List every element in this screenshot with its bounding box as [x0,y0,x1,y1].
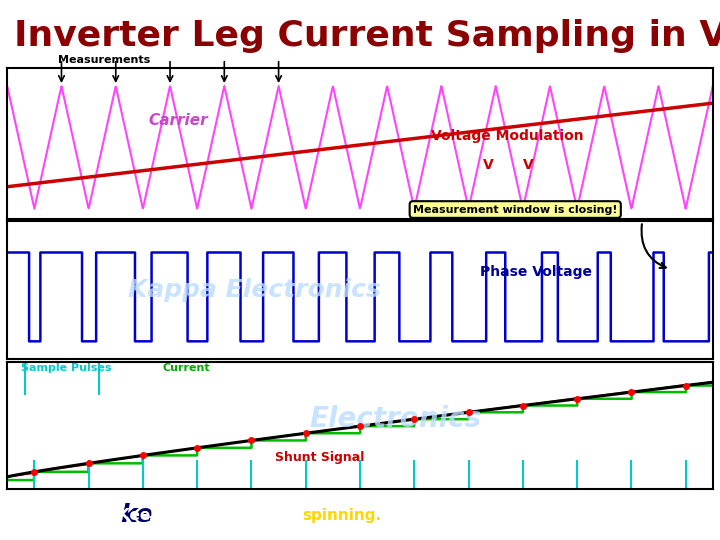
Text: Inverter Leg Current Sampling in V0 Only: Inverter Leg Current Sampling in V0 Only [14,19,720,53]
Text: Keeping your motors: Keeping your motors [117,508,302,523]
Text: Shunt Signal: Shunt Signal [275,451,365,464]
Text: Sample Pulses: Sample Pulses [22,363,112,373]
Text: Voltage Modulation: Voltage Modulation [431,129,583,143]
Text: Measurements: Measurements [58,55,150,65]
Text: V      V: V V [484,158,534,172]
Text: Electronics: Electronics [309,405,482,433]
Text: Phase Voltage: Phase Voltage [480,266,592,280]
Text: Kappa Electronics: Kappa Electronics [127,278,381,302]
Text: Current: Current [163,363,210,373]
Text: spinning.: spinning. [302,508,382,523]
Text: ke: ke [120,503,153,527]
Text: Carrier: Carrier [148,113,208,128]
Text: Measurement window is closing!: Measurement window is closing! [413,205,618,214]
Text: Dave Wilson: Dave Wilson [626,508,713,522]
